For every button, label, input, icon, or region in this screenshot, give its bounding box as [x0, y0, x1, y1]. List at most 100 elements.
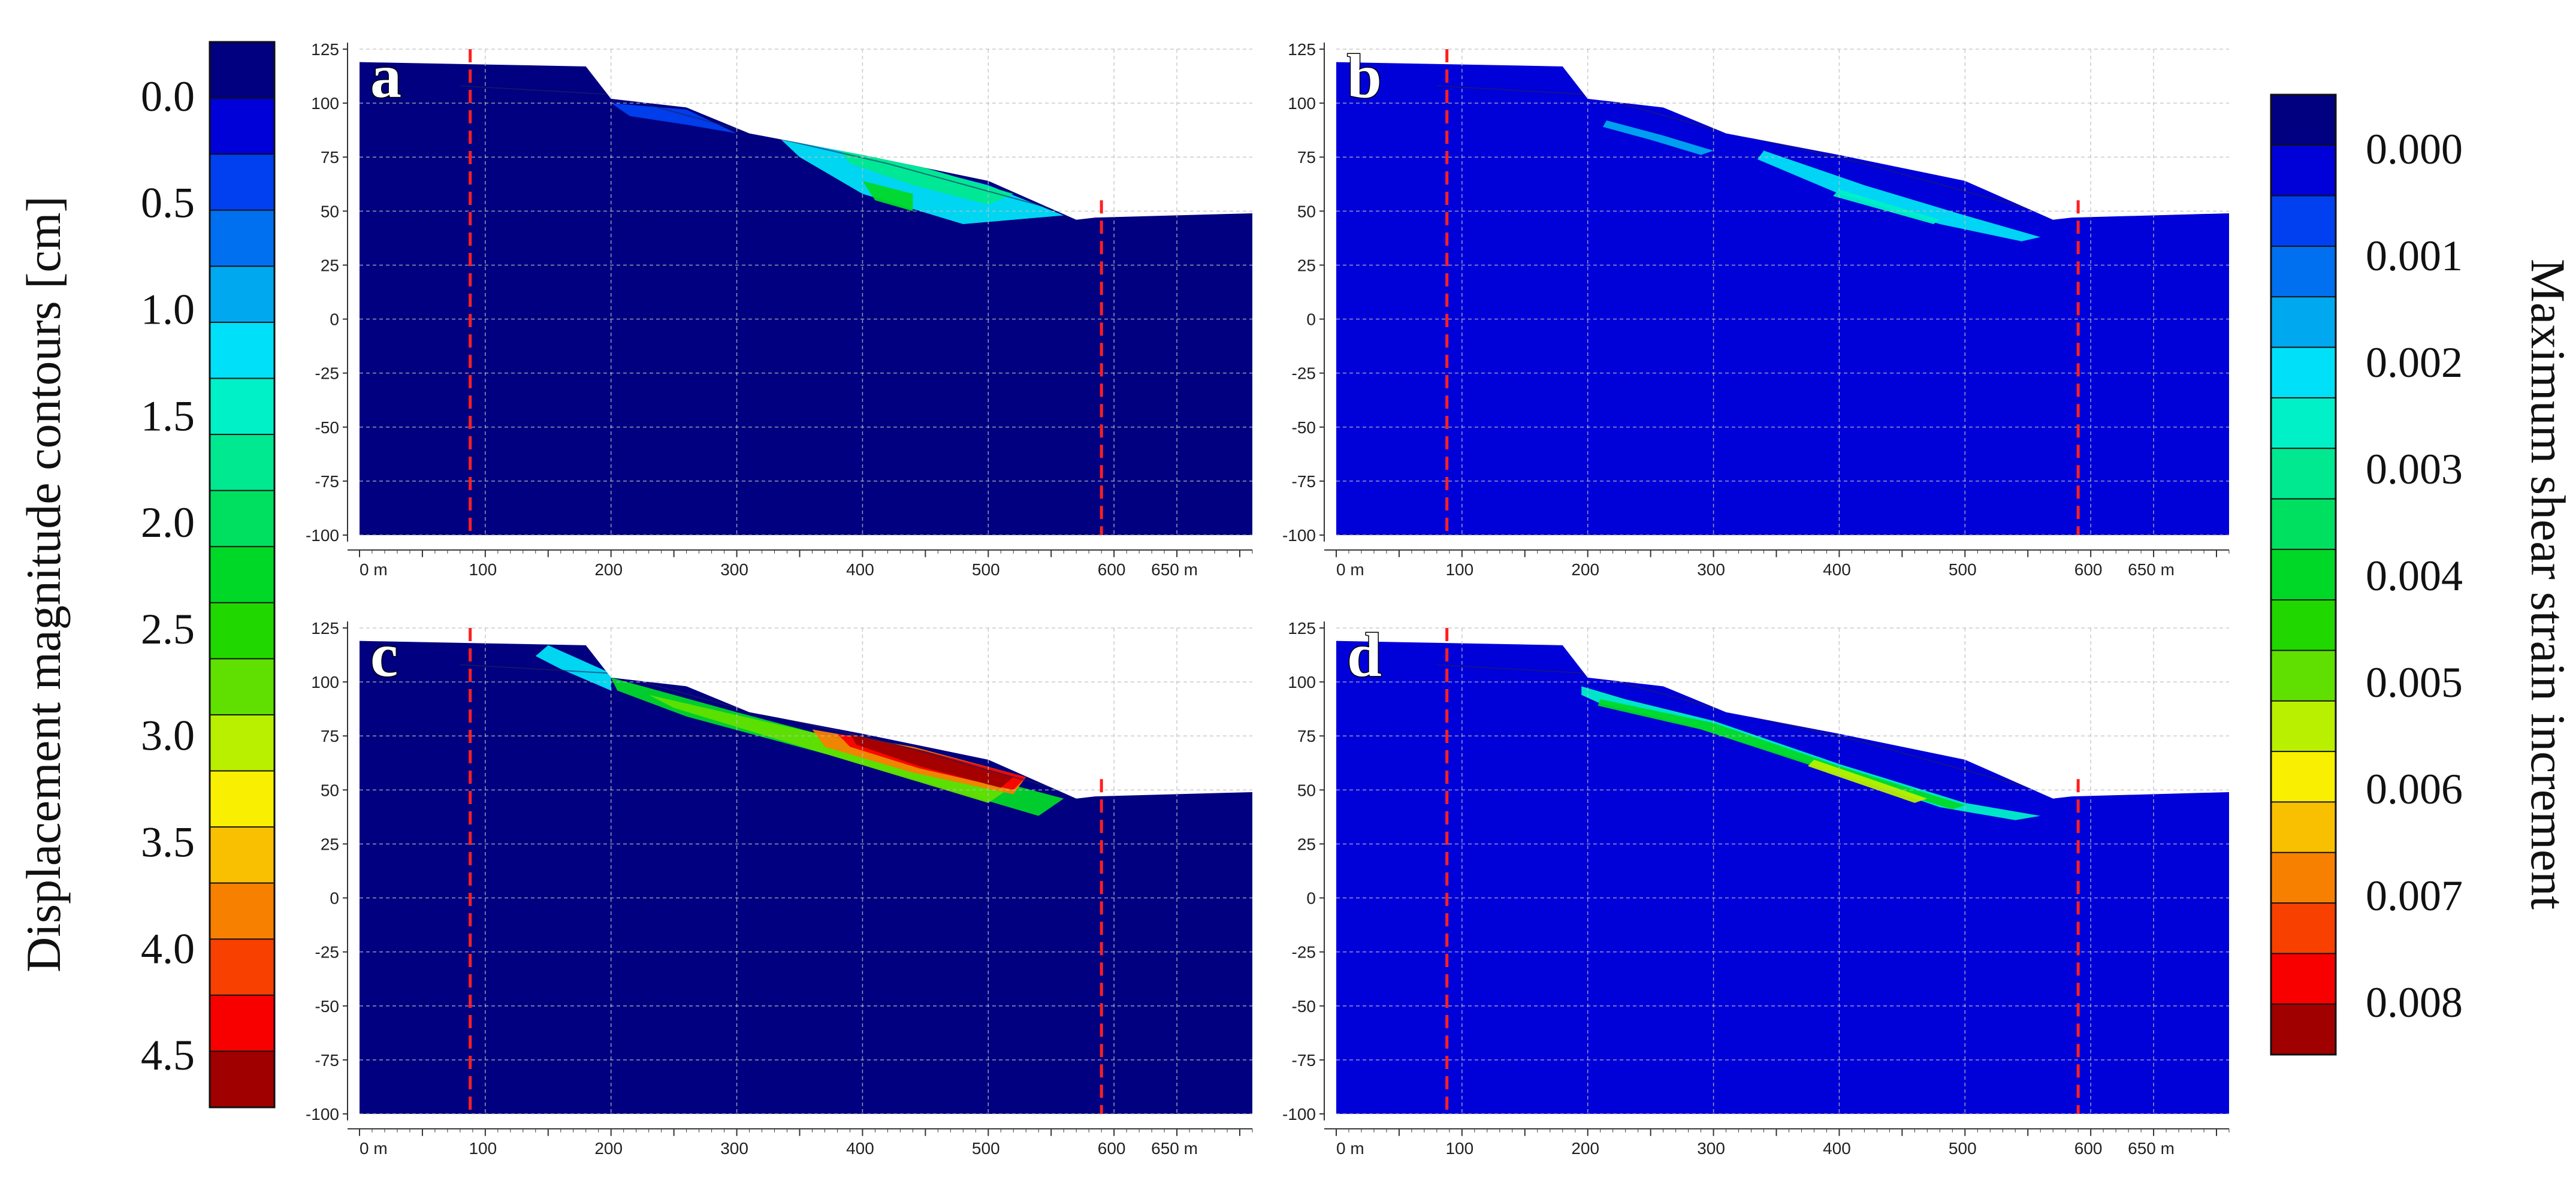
panel-b: 125 100 75 50 25 0 -25 -50 -75 -100 0 m 100 200 300 40… — [1282, 40, 2230, 579]
right-colorbar-swatch — [2270, 245, 2336, 298]
x-tick-label: 650 m — [1151, 1139, 1198, 1158]
x-tick-label: 100 — [1445, 1139, 1473, 1158]
contour-zone — [648, 694, 1014, 803]
right-colorbar-swatch — [2270, 953, 2336, 1005]
y-tick-label: 25 — [1297, 256, 1316, 274]
left-colorbar-tick-labels: 0.0 0.5 1.0 1.5 2.0 2.5 3.0 3.5 4.0 4.5 — [141, 73, 195, 1079]
x-tick-label: 300 — [720, 560, 748, 579]
left-colorbar-legend: Displacement magnitude contours [cm] 0.0… — [16, 41, 276, 1109]
y-tick-label: 125 — [311, 40, 339, 59]
x-tick-label: 200 — [594, 1139, 623, 1158]
right-colorbar-tick-label: 0.007 — [2366, 872, 2463, 920]
y-tick-label: -25 — [315, 364, 339, 383]
left-colorbar-tick-label: 4.5 — [141, 1031, 195, 1079]
gridlines — [360, 627, 1252, 1114]
contour-zone — [1757, 150, 2041, 241]
y-tick-label: 0 — [1306, 889, 1316, 908]
contour-zones — [1602, 120, 2041, 241]
left-colorbar-swatch — [209, 209, 275, 267]
x-tick-label: 600 — [2074, 560, 2103, 579]
left-colorbar-swatch — [209, 41, 275, 99]
left-colorbar-swatch — [209, 434, 275, 492]
x-tick-label: 100 — [469, 560, 497, 579]
left-colorbar-swatch — [209, 377, 275, 436]
left-colorbar-tick-label: 1.5 — [141, 392, 195, 440]
panel-label: a — [370, 42, 401, 111]
left-colorbar-tick-label: 2.0 — [141, 499, 195, 546]
x-tick-label: 400 — [1823, 1139, 1851, 1158]
y-tick-label: 25 — [321, 256, 339, 274]
y-tick-label: -75 — [1292, 1051, 1316, 1070]
y-tick-label: 100 — [1288, 94, 1316, 113]
y-tick-label: -50 — [1292, 997, 1316, 1016]
left-colorbar-title: Displacement magnitude contours [cm] — [16, 196, 71, 972]
contour-zone — [611, 103, 737, 134]
y-tick-label: -50 — [315, 997, 339, 1016]
x-tick-label: 600 — [2074, 1139, 2103, 1158]
y-tick-label: 0 — [330, 889, 339, 908]
panel-d: 125 100 75 50 25 0 -25 -50 -75 -100 0 m 100 200 300 40… — [1282, 619, 2230, 1158]
x-tick-label: 100 — [1445, 560, 1473, 579]
x-tick-label: 0 m — [360, 1139, 388, 1158]
right-colorbar-swatch — [2270, 650, 2336, 702]
right-colorbar-tick-labels: 0.000 0.001 0.002 0.003 0.004 0.005 0.006 0.007… — [2366, 125, 2463, 1026]
left-colorbar-swatch — [209, 602, 275, 660]
right-colorbar-swatch — [2270, 498, 2336, 551]
x-tick-label: 650 m — [1151, 560, 1198, 579]
strata-boundary-line — [460, 85, 1077, 216]
contour-zone — [1832, 189, 1940, 224]
right-colorbar-swatch — [2270, 296, 2336, 349]
model-domain — [360, 641, 1252, 1114]
right-colorbar-swatch — [2270, 851, 2336, 904]
gridlines — [1336, 49, 2229, 536]
x-tick-label: 600 — [1098, 1139, 1126, 1158]
contour-zone — [837, 146, 1014, 205]
left-colorbar-tick-label: 0.0 — [141, 73, 195, 120]
left-colorbar-swatch — [209, 546, 275, 604]
right-colorbar-tick-label: 0.002 — [2366, 339, 2463, 386]
y-tick-label: 100 — [311, 94, 339, 113]
y-tick-label: -75 — [1292, 472, 1316, 491]
contour-zones — [535, 645, 1064, 816]
y-tick-label: 0 — [330, 310, 339, 329]
right-colorbar-swatch — [2270, 1003, 2336, 1056]
right-colorbar-swatch — [2270, 801, 2336, 854]
x-tick-label: 650 m — [2128, 560, 2175, 579]
right-colorbar-swatch — [2270, 700, 2336, 753]
left-colorbar-swatch — [209, 994, 275, 1052]
left-colorbar-swatch — [209, 714, 275, 772]
x-tick-label: 200 — [1571, 560, 1599, 579]
y-tick-label: -75 — [315, 1051, 339, 1070]
axes: 125 100 75 50 25 0 -25 -50 -75 -100 0 m 100 200 300 40… — [306, 40, 1253, 579]
y-tick-label: 100 — [1288, 673, 1316, 691]
x-tick-label: 500 — [1949, 1139, 1977, 1158]
left-colorbar-tick-label: 4.0 — [141, 925, 195, 972]
panel-label: d — [1347, 621, 1382, 690]
x-tick-label: 200 — [594, 560, 623, 579]
x-tick-label: 200 — [1571, 1139, 1599, 1158]
right-colorbar-swatch — [2270, 144, 2336, 197]
panel-label: c — [370, 621, 398, 690]
panel-a: 125 100 75 50 25 0 -25 -50 -75 -100 0 m 100 200 300 40… — [306, 40, 1253, 579]
right-colorbar — [2270, 93, 2337, 1056]
gridlines — [360, 49, 1252, 536]
right-colorbar-tick-label: 0.003 — [2366, 445, 2463, 493]
right-colorbar-tick-label: 0.001 — [2366, 232, 2463, 280]
left-colorbar-swatch — [209, 938, 275, 996]
contour-zones — [1581, 686, 2041, 820]
right-colorbar-swatch — [2270, 751, 2336, 803]
left-colorbar — [209, 41, 276, 1109]
y-tick-label: 0 — [1306, 310, 1316, 329]
y-tick-label: 25 — [321, 835, 339, 853]
left-colorbar-tick-label: 1.0 — [141, 286, 195, 334]
right-colorbar-tick-label: 0.000 — [2366, 125, 2463, 173]
y-tick-label: -100 — [306, 1105, 339, 1123]
y-tick-label: 75 — [321, 727, 339, 745]
left-colorbar-swatch — [209, 321, 275, 379]
y-tick-label: -50 — [1292, 418, 1316, 437]
left-colorbar-tick-label: 2.5 — [141, 605, 195, 653]
right-colorbar-swatch — [2270, 448, 2336, 500]
y-tick-label: 125 — [1288, 40, 1316, 59]
right-colorbar-swatch — [2270, 195, 2336, 247]
